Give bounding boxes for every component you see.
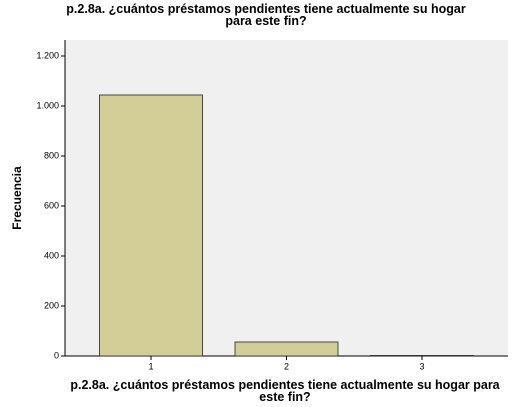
y-tick-label: 1.200 (36, 50, 59, 60)
y-axis-label: Frecuencia (10, 166, 24, 230)
y-tick-label: 600 (44, 200, 59, 210)
x-tick-label: 1 (148, 361, 153, 371)
y-tick-label: 800 (44, 150, 59, 160)
bar (370, 355, 474, 357)
chart-title: p.2.8a. ¿cuántos préstamos pendientes ti… (66, 2, 466, 28)
y-tick-label: 1.000 (36, 100, 59, 110)
bar (99, 94, 203, 357)
y-tick-label: 0 (54, 350, 59, 360)
bar (234, 341, 339, 357)
x-axis-label: p.2.8a. ¿cuántos préstamos pendientes ti… (70, 378, 500, 404)
y-tick-label: 200 (44, 300, 59, 310)
y-tick-label: 400 (44, 250, 59, 260)
x-tick-label: 2 (284, 361, 289, 371)
x-tick-label: 3 (419, 361, 424, 371)
